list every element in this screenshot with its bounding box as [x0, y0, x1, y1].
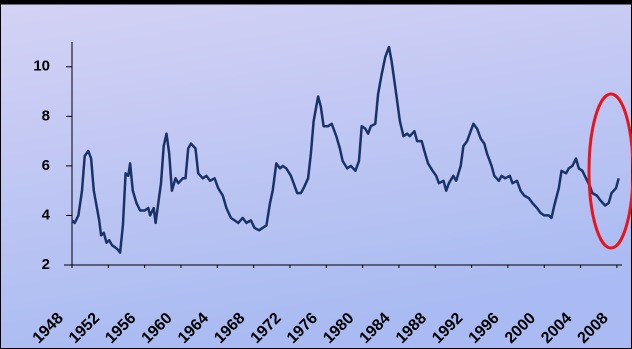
background — [0, 3, 632, 349]
y-tick-label: 8 — [42, 107, 50, 124]
highlight-ellipse — [587, 92, 632, 250]
y-tick-label: 4 — [42, 206, 51, 223]
y-tick-label: 10 — [33, 58, 50, 75]
y-tick-label: 2 — [42, 256, 50, 273]
y-tick-label: 6 — [42, 157, 50, 174]
data-line — [71, 45, 620, 254]
top-rule — [0, 0, 632, 4]
